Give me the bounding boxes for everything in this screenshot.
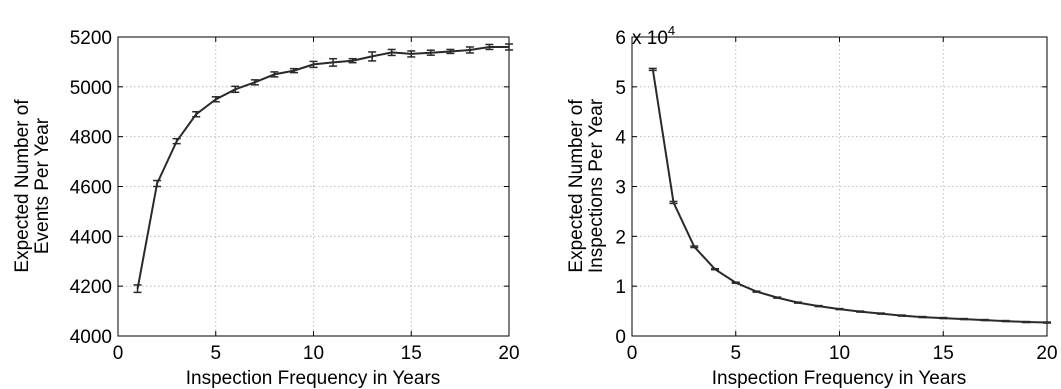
inspections-error-bar <box>794 301 802 304</box>
events-error-bar <box>231 85 240 94</box>
inspections-error-bar <box>980 318 989 322</box>
inspections-y-tick-label: 4 <box>615 128 626 149</box>
events-error-bar <box>270 71 279 78</box>
events-series <box>133 43 513 294</box>
inspections-error-bar <box>648 67 657 72</box>
inspections-y-axis-label-line2: Inspections Per Year <box>586 98 607 273</box>
inspections-y-tick-label: 0 <box>615 327 626 348</box>
inspections-error-bar <box>877 312 885 315</box>
events-x-tick-label: 0 <box>113 343 124 364</box>
events-y-axis-label-line1: Expected Number of <box>12 99 33 273</box>
inspections-y-tick-label: 6 <box>615 28 626 49</box>
inspections-error-bar <box>835 307 844 311</box>
inspections-error-bar <box>1043 321 1051 324</box>
events-x-axis-label: Inspection Frequency in Years <box>186 368 441 389</box>
events-error-bar <box>368 51 377 62</box>
inspections-y-axis-label-line1: Expected Number of <box>566 99 587 273</box>
events-error-bar <box>133 284 142 294</box>
events-series-line <box>136 46 509 289</box>
inspections-y-tick-label: 1 <box>615 277 626 298</box>
inspections-y-tick-label: 2 <box>615 227 626 248</box>
inspections-x-tick-label: 10 <box>829 343 850 364</box>
events-error-bar <box>465 46 474 54</box>
events-y-axis-label-line2: Events Per Year <box>32 117 53 254</box>
events-grid <box>118 37 509 336</box>
events-y-tick-label: 4800 <box>70 128 112 149</box>
events-error-bar <box>387 48 396 57</box>
events-y-tick-label: 5000 <box>70 78 112 99</box>
inspections-error-bar <box>731 281 740 284</box>
events-error-bar <box>485 43 494 51</box>
inspections-x-tick-label: 0 <box>627 343 638 364</box>
events-error-bar <box>329 57 338 67</box>
events-error-bar <box>446 48 455 55</box>
events-error-bar <box>505 43 513 51</box>
inspections-error-bar <box>1001 319 1010 323</box>
events-x-tick-label: 5 <box>210 343 221 364</box>
events-y-tick-label: 4200 <box>70 277 112 298</box>
inspections-series <box>648 67 1051 324</box>
events-error-bar <box>289 67 298 74</box>
events-y-tick-label: 5200 <box>70 28 112 49</box>
events-x-tick-label: 15 <box>401 343 422 364</box>
events-error-bar <box>250 79 259 86</box>
events-x-tick-label: 10 <box>303 343 324 364</box>
events-error-bar <box>426 49 435 56</box>
inspections-error-bar <box>960 317 968 321</box>
inspections-y-tick-label: 3 <box>615 178 626 199</box>
inspections-y-tick-label: 5 <box>615 78 626 99</box>
events-y-tick-label: 4000 <box>70 327 112 348</box>
inspections-x-axis-label: Inspection Frequency in Years <box>712 368 967 389</box>
inspections-x-tick-label: 20 <box>1036 343 1057 364</box>
inspections-error-bar <box>711 267 719 271</box>
events-y-tick-label: 4400 <box>70 227 112 248</box>
inspections-error-bar <box>1022 320 1031 324</box>
events-error-bar <box>348 57 357 64</box>
inspections-y-multiplier-exponent: 4 <box>668 23 675 38</box>
events-chart: 0 5 10 15 20 4000 4200 4400 4600 4800 5000 5200 Ins… <box>12 28 520 389</box>
inspections-series-line <box>651 69 1048 324</box>
inspections-error-bar <box>856 310 865 313</box>
events-x-tick-label: 20 <box>498 343 519 364</box>
inspections-x-tick-label: 5 <box>730 343 741 364</box>
events-y-tick-label: 4600 <box>70 178 112 199</box>
inspections-error-bar <box>918 315 927 319</box>
inspections-error-bar <box>897 314 906 317</box>
inspections-error-bar <box>690 245 699 249</box>
inspections-y-multiplier-base: x 10 <box>632 28 668 49</box>
events-ticks: 0 5 10 15 20 4000 4200 4400 4600 4800 5000 5200 <box>70 28 520 364</box>
events-error-bar <box>172 137 181 145</box>
events-error-bar <box>153 179 162 188</box>
inspections-error-bar <box>814 304 823 308</box>
events-error-bar <box>192 111 201 118</box>
inspections-error-bar <box>752 290 761 293</box>
inspections-y-multiplier: x 104 <box>632 23 675 49</box>
inspections-error-bar <box>773 296 782 299</box>
inspections-error-bar <box>669 200 678 205</box>
inspections-x-tick-label: 15 <box>933 343 954 364</box>
inspections-grid <box>632 37 1047 336</box>
events-error-bar <box>211 96 220 103</box>
inspections-ticks: 0 5 10 15 20 0 1 2 3 4 5 6 <box>615 28 1057 364</box>
events-error-bar <box>309 60 318 69</box>
events-error-bar <box>407 50 416 58</box>
inspections-error-bar <box>939 316 948 320</box>
